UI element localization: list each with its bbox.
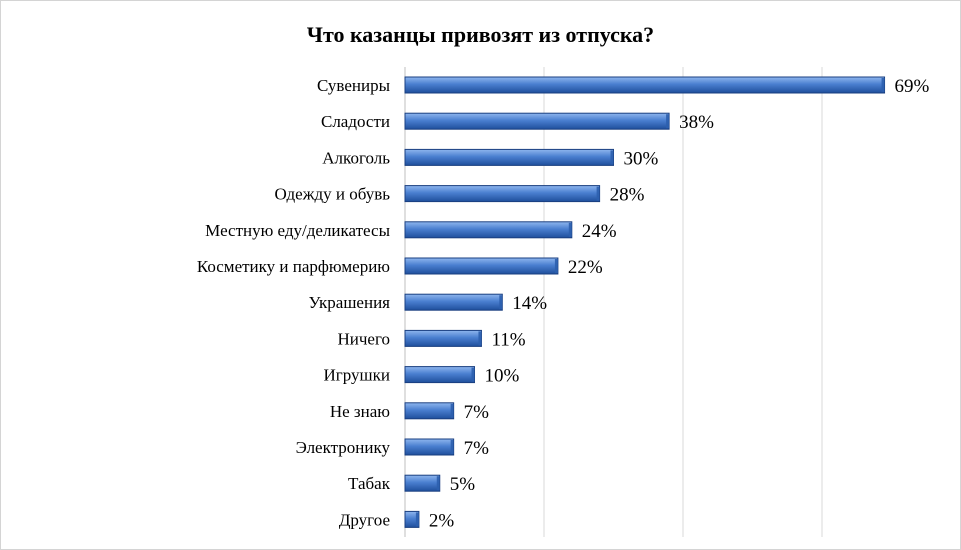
category-label: Сувениры — [317, 76, 391, 95]
data-label: 28% — [610, 185, 645, 206]
data-label: 30% — [624, 148, 659, 169]
bar-cap — [881, 78, 885, 92]
category-label: Табак — [348, 474, 391, 493]
bar — [404, 438, 455, 456]
category-label: Одежду и обувь — [274, 185, 390, 204]
bar — [404, 474, 441, 492]
bar — [404, 329, 482, 347]
chart-title: Что казанцы привозят из отпуска? — [306, 22, 655, 47]
bar-cap — [450, 403, 454, 418]
bar — [404, 148, 614, 166]
bar — [404, 366, 475, 384]
data-label: 14% — [512, 293, 547, 314]
bar-cap — [554, 259, 558, 273]
bar-cap — [478, 331, 482, 346]
data-label: 7% — [464, 402, 490, 423]
bar — [404, 402, 455, 420]
category-label: Другое — [339, 510, 390, 529]
bar-cap — [666, 114, 670, 129]
category-label: Местную еду/деликатесы — [205, 221, 390, 240]
bar-cap — [415, 512, 419, 527]
bar-cap — [499, 295, 503, 310]
bar — [404, 221, 573, 239]
bar-cap — [436, 476, 440, 491]
bar-cap — [610, 150, 614, 165]
data-label: 5% — [450, 474, 476, 495]
category-label: Игрушки — [324, 366, 390, 385]
data-label: 22% — [568, 257, 603, 278]
category-label: Косметику и парфюмерию — [197, 257, 390, 276]
bar — [404, 112, 670, 130]
data-label: 24% — [582, 221, 617, 242]
category-label: Украшения — [309, 293, 391, 312]
bar — [404, 76, 886, 94]
category-label: Ничего — [337, 329, 390, 348]
category-label: Не знаю — [330, 402, 390, 421]
bar-cap — [596, 186, 600, 201]
bar — [404, 293, 503, 311]
bar-cap — [471, 367, 475, 382]
category-label: Электронику — [296, 438, 391, 457]
data-label: 38% — [679, 112, 714, 133]
bar-cap — [450, 440, 454, 454]
bar — [404, 257, 559, 275]
data-label: 69% — [895, 76, 930, 97]
bar — [404, 185, 601, 203]
data-label: 7% — [464, 438, 490, 459]
category-label: Сладости — [321, 112, 390, 131]
bar-cap — [568, 222, 572, 237]
data-label: 10% — [485, 366, 520, 387]
data-label: 2% — [429, 510, 455, 531]
data-label: 11% — [491, 329, 525, 350]
category-label: Алкоголь — [322, 148, 390, 167]
